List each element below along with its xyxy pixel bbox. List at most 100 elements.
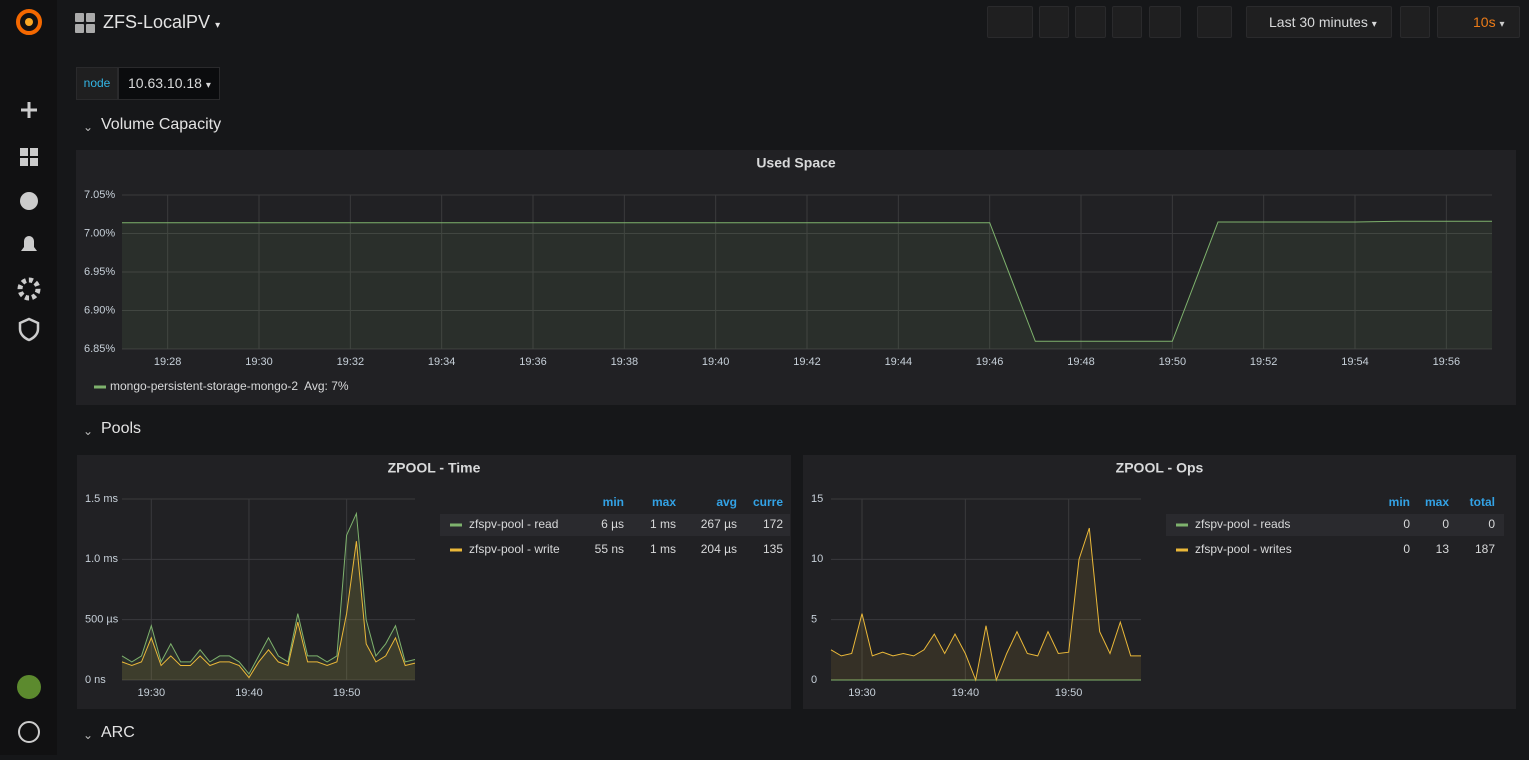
dashboard-title[interactable]: ZFS-LocalPV ▾ — [103, 12, 221, 32]
row-chevron[interactable]: ⌄ — [83, 424, 94, 438]
series-line — [830, 527, 1141, 682]
tv-button[interactable] — [1197, 6, 1232, 38]
series-line — [121, 511, 416, 675]
save-button[interactable] — [1112, 6, 1142, 38]
alerting-icon[interactable] — [21, 236, 37, 251]
series-area — [122, 541, 415, 680]
legend-stat: 204 µs — [701, 542, 737, 556]
y-tick-label: 0 ns — [85, 674, 106, 686]
x-tick-label: 19:48 — [1067, 356, 1095, 368]
star-button[interactable] — [1039, 6, 1069, 38]
panel — [803, 455, 1516, 709]
x-tick-label: 19:44 — [885, 356, 913, 368]
panel — [76, 150, 1516, 405]
share-button[interactable] — [1075, 6, 1106, 38]
variable-label: node — [76, 67, 118, 100]
y-tick-label: 0 — [811, 674, 817, 686]
dashboards-icon[interactable] — [20, 148, 38, 166]
add-panel-button[interactable] — [987, 6, 1033, 38]
row-title[interactable]: Pools — [101, 420, 142, 437]
y-tick-label: 1.5 ms — [85, 493, 119, 505]
explore-icon[interactable] — [20, 192, 38, 210]
legend-name: zfspv-pool - read — [469, 517, 558, 531]
time-range: Last 30 minutes — [1269, 14, 1368, 30]
y-tick-label: 500 µs — [85, 614, 119, 626]
logo-dot — [25, 18, 33, 26]
y-tick-label: 5 — [811, 614, 817, 626]
x-tick-label: 19:40 — [235, 687, 263, 699]
logo[interactable] — [16, 9, 42, 35]
legend-stat: 267 µs — [701, 517, 737, 531]
x-tick-label: 19:30 — [245, 356, 273, 368]
x-tick-label: 19:56 — [1433, 356, 1461, 368]
refresh-interval: 10s — [1473, 14, 1496, 30]
create-icon[interactable] — [21, 102, 37, 118]
legend-header: max — [652, 495, 676, 509]
help-icon[interactable] — [18, 721, 40, 743]
legend-row-bg — [1166, 514, 1504, 536]
variable-select[interactable]: 10.63.10.18 ▾ — [118, 67, 220, 100]
legend-name: zfspv-pool - reads — [1195, 517, 1290, 531]
x-tick-label: 19:54 — [1341, 356, 1369, 368]
legend-stat: 55 ns — [595, 542, 624, 556]
row-title[interactable]: Volume Capacity — [101, 116, 222, 133]
shield-icon[interactable] — [18, 317, 40, 342]
legend-row-bg — [440, 514, 790, 536]
panel — [77, 455, 791, 709]
series-area — [122, 221, 1492, 349]
sidebar-icons — [16, 9, 42, 743]
x-tick-label: 19:30 — [138, 687, 166, 699]
zoom-button[interactable] — [1400, 6, 1430, 38]
legend-stat: 1 ms — [650, 542, 676, 556]
x-tick-label: 19:50 — [1159, 356, 1187, 368]
x-tick-label: 19:34 — [428, 356, 456, 368]
time-picker[interactable]: Last 30 minutes ▾ — [1246, 6, 1392, 38]
legend-name: mongo-persistent-storage-mongo-2 — [110, 379, 298, 393]
legend-stat: 135 — [763, 542, 783, 556]
panel-title: Used Space — [756, 155, 836, 171]
legend-name: zfspv-pool - writes — [1195, 542, 1292, 556]
panel-title: ZPOOL - Ops — [1116, 460, 1204, 476]
refresh-picker[interactable]: 10s ▾ — [1437, 6, 1520, 38]
row-chevron[interactable]: ⌄ — [83, 120, 94, 134]
config-icon[interactable] — [17, 277, 41, 301]
legend-stat: 0 — [1488, 517, 1495, 531]
series-line — [121, 541, 416, 679]
y-tick-label: 6.90% — [84, 304, 115, 316]
row-chevron[interactable]: ⌄ — [83, 728, 94, 742]
x-tick-label: 19:28 — [154, 356, 182, 368]
series-line — [122, 220, 1492, 342]
variable-value: 10.63.10.18 — [128, 75, 202, 91]
legend-header: total — [1470, 495, 1495, 509]
row-title[interactable]: ARC — [101, 724, 135, 741]
legend-header: avg — [716, 495, 737, 509]
y-tick-label: 7.05% — [84, 189, 115, 201]
dashboard-icon — [75, 13, 95, 33]
y-tick-label: 6.95% — [84, 266, 115, 278]
legend-header: min — [603, 495, 624, 509]
y-tick-label: 10 — [811, 553, 823, 565]
panel-title: ZPOOL - Time — [388, 460, 481, 476]
x-tick-label: 19:50 — [333, 687, 361, 699]
title-text: ZFS-LocalPV — [103, 12, 211, 32]
legend-header: max — [1425, 495, 1449, 509]
x-tick-label: 19:32 — [337, 356, 365, 368]
y-tick-label: 6.85% — [84, 343, 115, 355]
series-area — [831, 528, 1141, 680]
x-tick-label: 19:52 — [1250, 356, 1278, 368]
legend-header: curre — [753, 495, 783, 509]
x-tick-label: 19:36 — [519, 356, 547, 368]
x-tick-label: 19:38 — [611, 356, 639, 368]
avatar[interactable] — [17, 675, 41, 699]
legend-stat: 6 µs — [601, 517, 624, 531]
legend-stat: 0 — [1403, 542, 1410, 556]
x-tick-label: 19:46 — [976, 356, 1004, 368]
legend-stat: 13 — [1436, 542, 1450, 556]
legend-avg: Avg: 7% — [304, 379, 349, 393]
x-tick-label: 19:40 — [702, 356, 730, 368]
legend-name: zfspv-pool - write — [469, 542, 560, 556]
settings-button[interactable] — [1149, 6, 1181, 38]
x-tick-label: 19:50 — [1055, 687, 1083, 699]
